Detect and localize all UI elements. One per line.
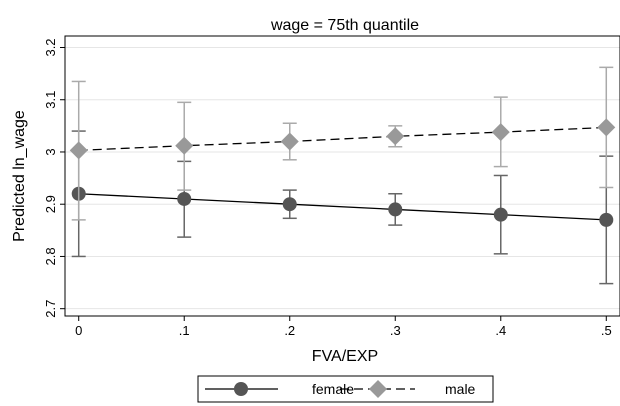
legend-marker-female [234, 382, 248, 396]
chart-title: wage = 75th quantile [270, 17, 419, 34]
x-tick-label-3: .3 [390, 323, 401, 338]
female-point-1 [177, 192, 191, 206]
y-tick-label-3: 3 [43, 148, 58, 155]
y-axis-title: Predicted ln_wage [11, 110, 28, 242]
y-tick-label-4: 3.1 [43, 91, 58, 109]
female-point-4 [494, 208, 508, 222]
x-tick-label-0: 0 [75, 323, 82, 338]
x-tick-label-1: .1 [179, 323, 190, 338]
legend: female male [198, 376, 493, 402]
female-point-3 [388, 202, 402, 216]
x-tick-label-2: .2 [284, 323, 295, 338]
female-point-5 [599, 213, 613, 227]
x-axis-title: FVA/EXP [312, 348, 378, 365]
y-tick-label-2: 2.9 [43, 195, 58, 213]
y-tick-label-5: 3.2 [43, 38, 58, 56]
y-tick-label-1: 2.8 [43, 247, 58, 265]
legend-label-male: male [445, 381, 476, 397]
x-tick-label-4: .4 [495, 323, 506, 338]
x-tick-label-5: .5 [601, 323, 612, 338]
y-tick-label-0: 2.7 [43, 300, 58, 318]
female-point-2 [283, 197, 297, 211]
